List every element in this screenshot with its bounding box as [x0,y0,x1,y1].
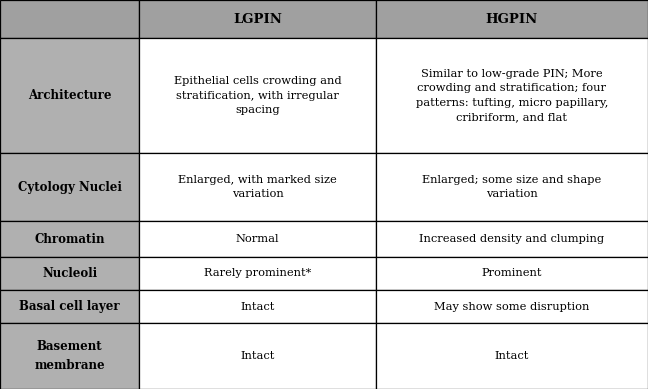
Text: Intact: Intact [494,351,529,361]
Bar [376,323,648,389]
Text: Rarely prominent*: Rarely prominent* [204,268,311,279]
Bar [0,221,139,257]
Bar [376,38,648,153]
Bar [139,290,376,323]
Text: HGPIN: HGPIN [486,12,538,26]
Text: Normal: Normal [236,234,279,244]
Bar [0,0,139,38]
Bar [139,221,376,257]
Text: Prominent: Prominent [481,268,542,279]
Bar [0,257,139,290]
Bar [376,0,648,38]
Text: Increased density and clumping: Increased density and clumping [419,234,605,244]
Text: Intact: Intact [240,301,275,312]
Bar [0,153,139,221]
Text: Basement
membrane: Basement membrane [34,340,105,372]
Text: Epithelial cells crowding and
stratification, with irregular
spacing: Epithelial cells crowding and stratifica… [174,76,341,115]
Bar [0,38,139,153]
Text: Cytology Nuclei: Cytology Nuclei [17,180,122,193]
Text: Architecture: Architecture [28,89,111,102]
Bar [139,153,376,221]
Bar [376,153,648,221]
Text: Similar to low-grade PIN; More
crowding and stratification; four
patterns: tufti: Similar to low-grade PIN; More crowding … [416,69,608,122]
Text: Enlarged; some size and shape
variation: Enlarged; some size and shape variation [422,175,601,199]
Text: Enlarged, with marked size
variation: Enlarged, with marked size variation [178,175,337,199]
Text: LGPIN: LGPIN [233,12,282,26]
Text: Nucleoli: Nucleoli [42,267,97,280]
Text: Basal cell layer: Basal cell layer [19,300,120,313]
Bar [139,257,376,290]
Text: May show some disruption: May show some disruption [434,301,590,312]
Bar [0,323,139,389]
Bar [0,290,139,323]
Bar [376,221,648,257]
Bar [139,0,376,38]
Bar [376,257,648,290]
Bar [139,38,376,153]
Text: Chromatin: Chromatin [34,233,105,245]
Bar [376,290,648,323]
Bar [139,323,376,389]
Text: Intact: Intact [240,351,275,361]
